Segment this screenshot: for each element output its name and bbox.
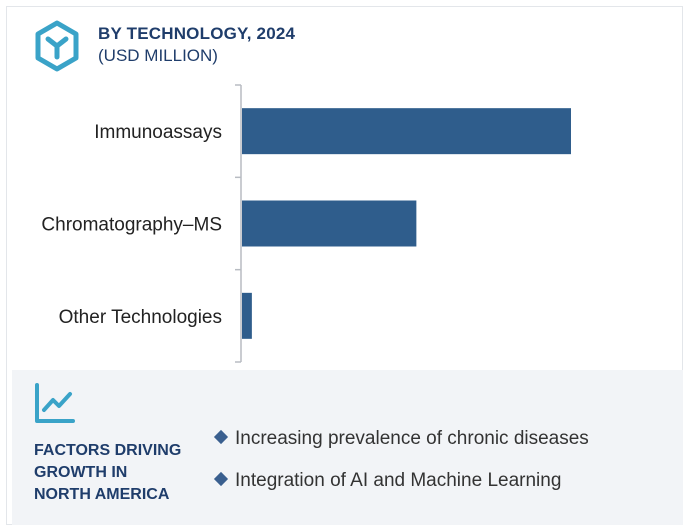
factors-heading: FACTORS DRIVING GROWTH IN NORTH AMERICA	[34, 440, 204, 506]
factor-text-2: Integration of AI and Machine Learning	[235, 470, 562, 491]
category-label: Chromatography–MS	[41, 215, 222, 236]
bar-chromatography-ms	[242, 200, 417, 247]
bar-other-technologies	[242, 292, 252, 339]
diamond-bullet-icon	[213, 429, 229, 445]
category-label: Other Technologies	[59, 307, 222, 328]
factors-heading-line-1: FACTORS DRIVING	[34, 442, 182, 459]
factor-item-1: Increasing prevalence of chronic disease…	[213, 428, 589, 450]
factors-heading-line-3: NORTH AMERICA	[34, 486, 170, 503]
factors-heading-line-2: GROWTH IN	[34, 464, 128, 481]
chart-subtitle: (USD MILLION)	[98, 46, 218, 65]
diamond-bullet-icon	[213, 471, 229, 487]
bar-immunoassays	[242, 108, 571, 155]
hexagon-y-logo-icon	[35, 20, 79, 72]
chart-title: BY TECHNOLOGY, 2024	[98, 24, 296, 43]
factors-panel	[12, 370, 683, 525]
category-label: Immunoassays	[94, 122, 222, 143]
factor-text-1: Increasing prevalence of chronic disease…	[235, 428, 589, 449]
bar-chart: Immunoassays Chromatography–MS Other Techn…	[41, 84, 571, 363]
line-chart-icon	[35, 383, 75, 423]
factor-item-2: Integration of AI and Machine Learning	[213, 470, 562, 492]
